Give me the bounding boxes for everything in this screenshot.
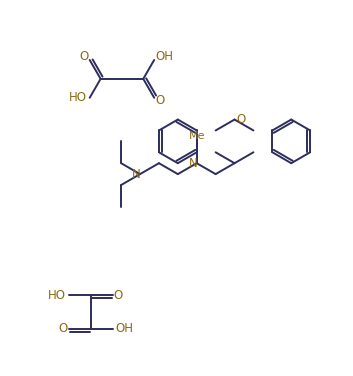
- Text: HO: HO: [48, 289, 66, 302]
- Text: O: O: [156, 94, 165, 107]
- Text: O: O: [114, 289, 123, 302]
- Text: N: N: [189, 157, 197, 170]
- Text: O: O: [58, 322, 67, 335]
- Text: O: O: [79, 50, 88, 64]
- Text: Me: Me: [189, 131, 205, 141]
- Text: OH: OH: [155, 50, 173, 64]
- Text: O: O: [237, 113, 246, 126]
- Text: N: N: [132, 168, 140, 180]
- Text: OH: OH: [115, 322, 133, 335]
- Text: HO: HO: [69, 91, 87, 104]
